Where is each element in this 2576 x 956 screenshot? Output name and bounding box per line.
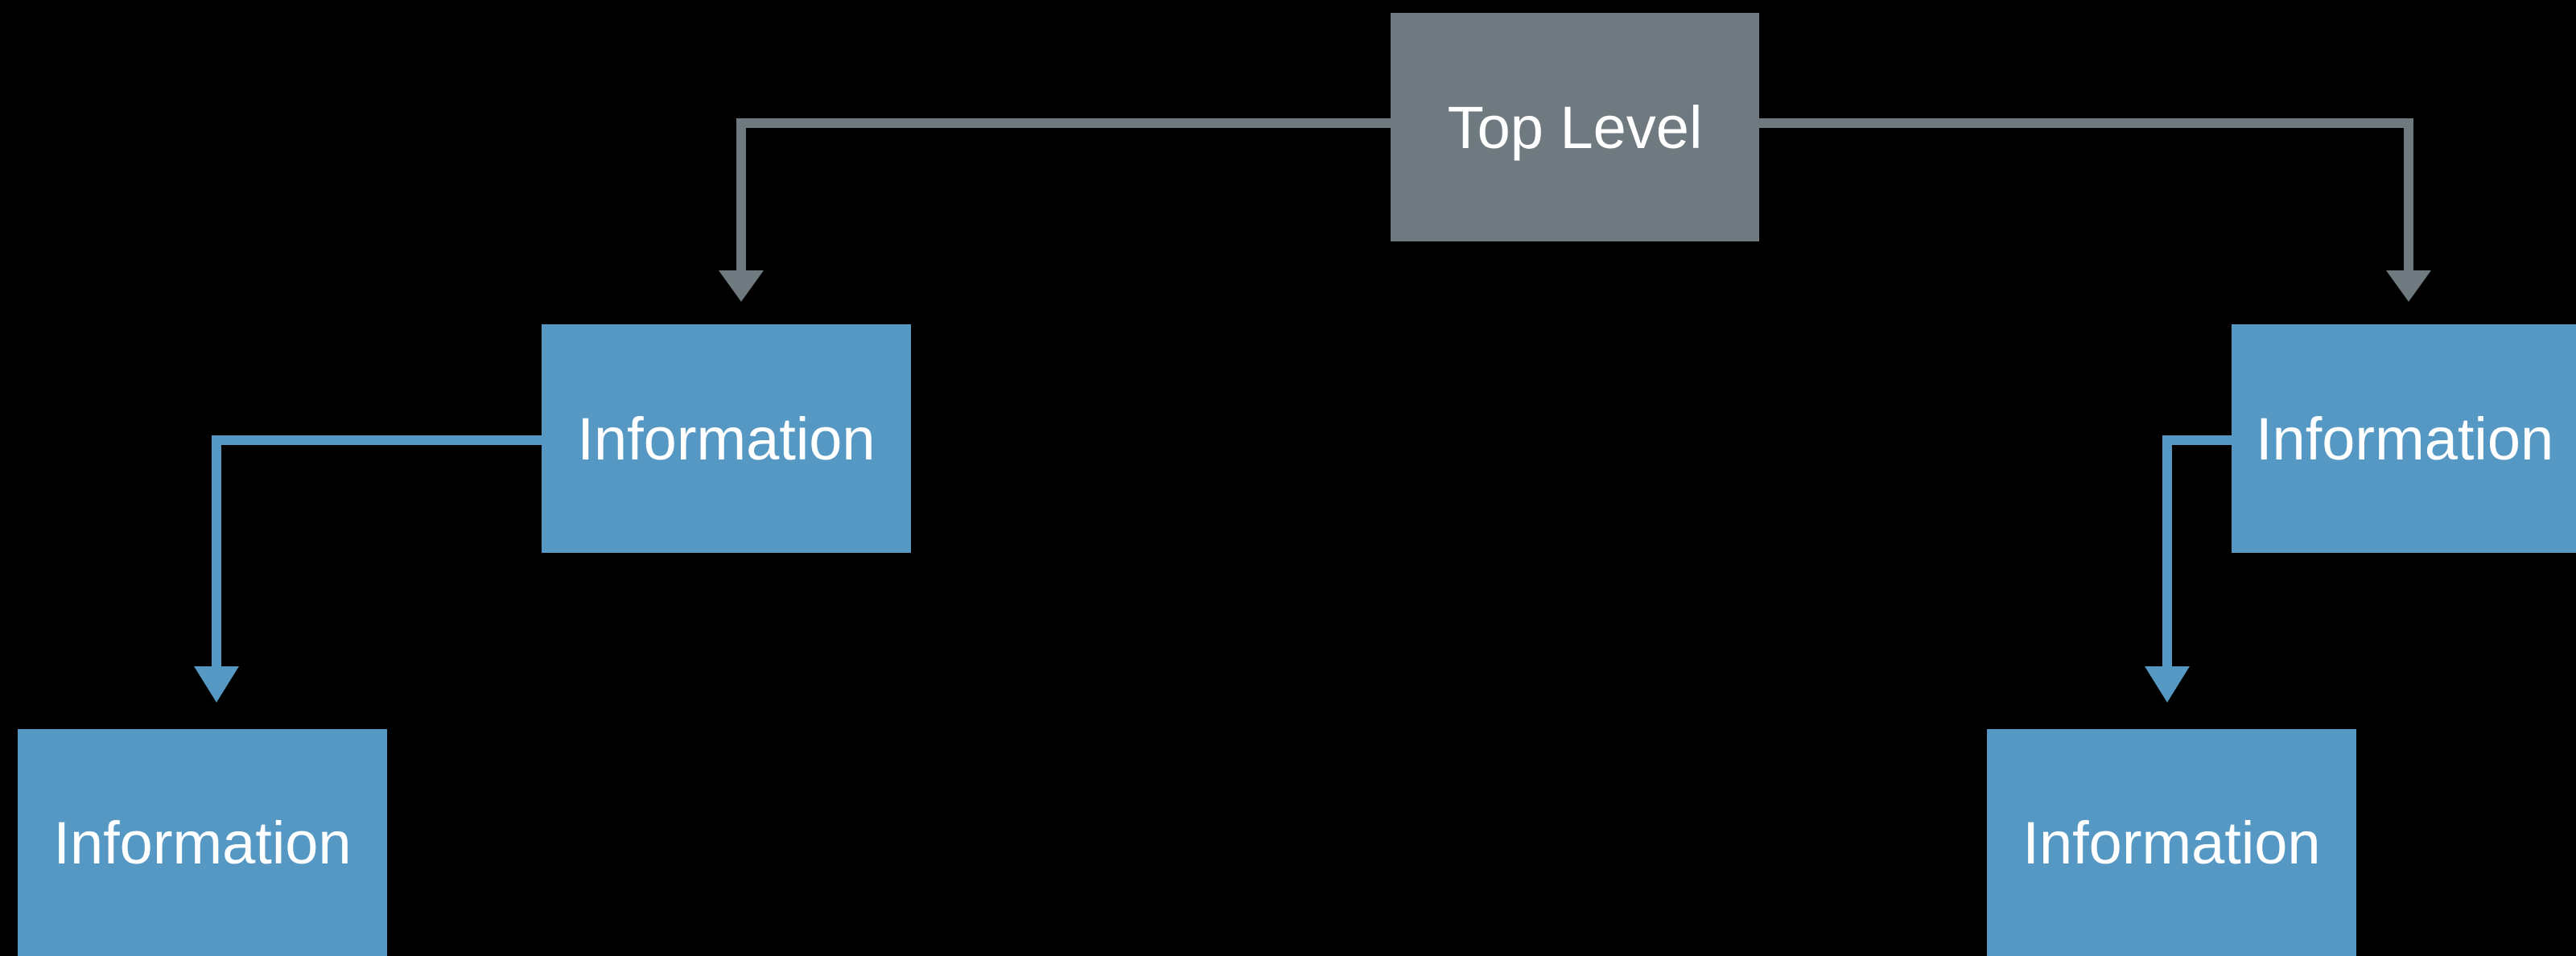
connector-top-to-left	[736, 118, 1391, 274]
information-label: Information	[577, 405, 876, 472]
connector-top-to-right	[1759, 118, 2413, 274]
information-label: Information	[2022, 809, 2321, 876]
top-level-label: Top Level	[1447, 93, 1703, 161]
information-node-level1-left: Information	[542, 324, 911, 553]
arrowhead-top-to-right	[2386, 270, 2431, 302]
arrowhead-top-to-left	[719, 270, 764, 302]
information-label: Information	[53, 809, 352, 876]
information-node-level2-left: Information	[18, 729, 387, 956]
information-node-level1-right: Information	[2232, 324, 2576, 553]
arrowhead-left-to-bottom-left	[194, 666, 239, 703]
top-level-node: Top Level	[1391, 13, 1759, 241]
information-label: Information	[2256, 405, 2554, 472]
connector-left-to-bottom-left	[212, 435, 542, 670]
information-node-level2-right: Information	[1987, 729, 2356, 956]
arrowhead-right-to-bottom-right	[2145, 666, 2190, 703]
connector-right-to-bottom-right	[2162, 435, 2232, 670]
